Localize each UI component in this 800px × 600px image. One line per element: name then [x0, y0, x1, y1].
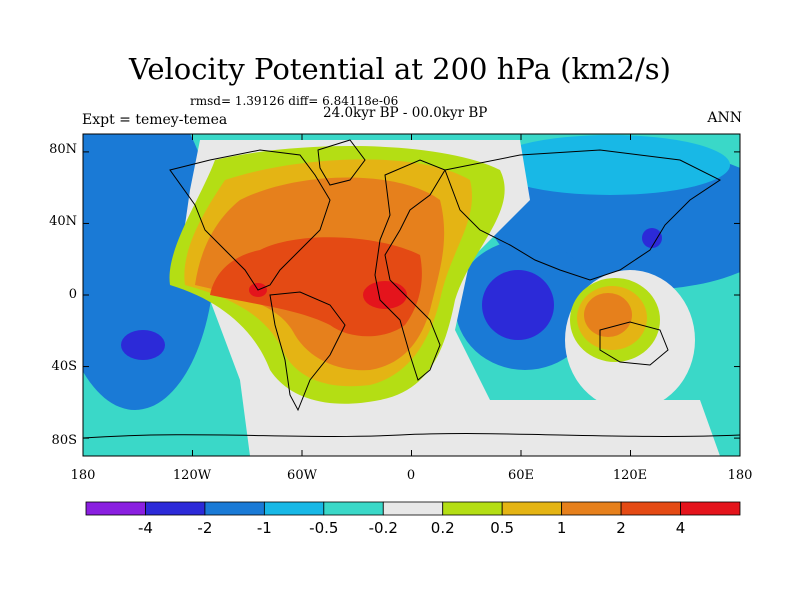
axis-ticks	[82, 134, 741, 456]
contour-indo-pos1	[584, 293, 632, 337]
colorbar-swatch	[382, 501, 444, 516]
lon-label: 60E	[507, 468, 535, 483]
colorbar-swatch	[85, 501, 146, 516]
colorbar-label: 2	[616, 519, 626, 537]
colorbar-swatch	[323, 501, 384, 516]
colorbar-swatch	[442, 501, 503, 516]
contour-pos4-atlantic	[363, 281, 407, 309]
colorbar-swatch	[620, 501, 681, 516]
contour-pos2	[210, 237, 422, 337]
colorbar-swatch	[263, 501, 325, 516]
colorbar-swatch	[145, 501, 206, 516]
colorbar	[85, 501, 741, 516]
lon-label: 60W	[287, 468, 317, 483]
contour-japan-neg2	[642, 228, 662, 248]
colorbar-swatch	[561, 501, 622, 516]
experiment-label: Expt = temey-temea	[82, 112, 228, 128]
colorbar-label: -2	[197, 519, 213, 537]
colorbar-label: -0.2	[368, 519, 398, 537]
colorbar-swatch	[680, 501, 741, 516]
colorbar-label: 1	[556, 519, 567, 537]
colorbar-label: -0.5	[309, 519, 339, 537]
lon-label: 120W	[172, 468, 212, 483]
coast-europe-africa	[374, 159, 446, 381]
lat-label: 40N	[49, 214, 77, 229]
coast-north-america	[169, 149, 331, 291]
colorbar-label: -1	[256, 519, 272, 537]
lon-label: 180	[70, 468, 96, 483]
colorbar-label: 0.5	[490, 519, 515, 537]
coast-asia	[444, 149, 721, 281]
colorbar-label: 4	[675, 519, 686, 537]
lon-label: 180	[727, 468, 753, 483]
colorbar-label: 0.2	[430, 519, 455, 537]
stats-text: rmsd= 1.39126 diff= 6.84118e-06	[190, 94, 399, 108]
coast-greenland	[317, 139, 366, 186]
contour-indian-neg2	[482, 270, 554, 340]
lat-label: 0	[68, 287, 77, 302]
lat-label: 40S	[51, 359, 77, 374]
contour-pacific-neg2	[121, 330, 165, 360]
coast-australia	[599, 321, 669, 366]
season-label: ANN	[707, 110, 742, 126]
lat-label: 80N	[49, 142, 77, 157]
contour-arctic-east-light	[490, 135, 730, 195]
lat-label: 80S	[51, 433, 77, 448]
plot-title: Velocity Potential at 200 hPa (km2/s)	[129, 52, 671, 86]
colorbar-label: -4	[137, 519, 153, 537]
coastlines	[83, 139, 740, 439]
period-text: 24.0kyr BP - 00.0kyr BP	[323, 105, 488, 121]
map-plot-area	[83, 134, 740, 456]
contour-pacific-west-neg1	[83, 134, 215, 410]
colorbar-swatch	[204, 501, 265, 516]
colorbar-swatch	[501, 501, 563, 516]
coast-antarctica	[83, 433, 740, 439]
lon-label: 0	[406, 468, 416, 483]
coast-south-america	[269, 291, 346, 412]
lon-label: 120E	[612, 468, 648, 483]
